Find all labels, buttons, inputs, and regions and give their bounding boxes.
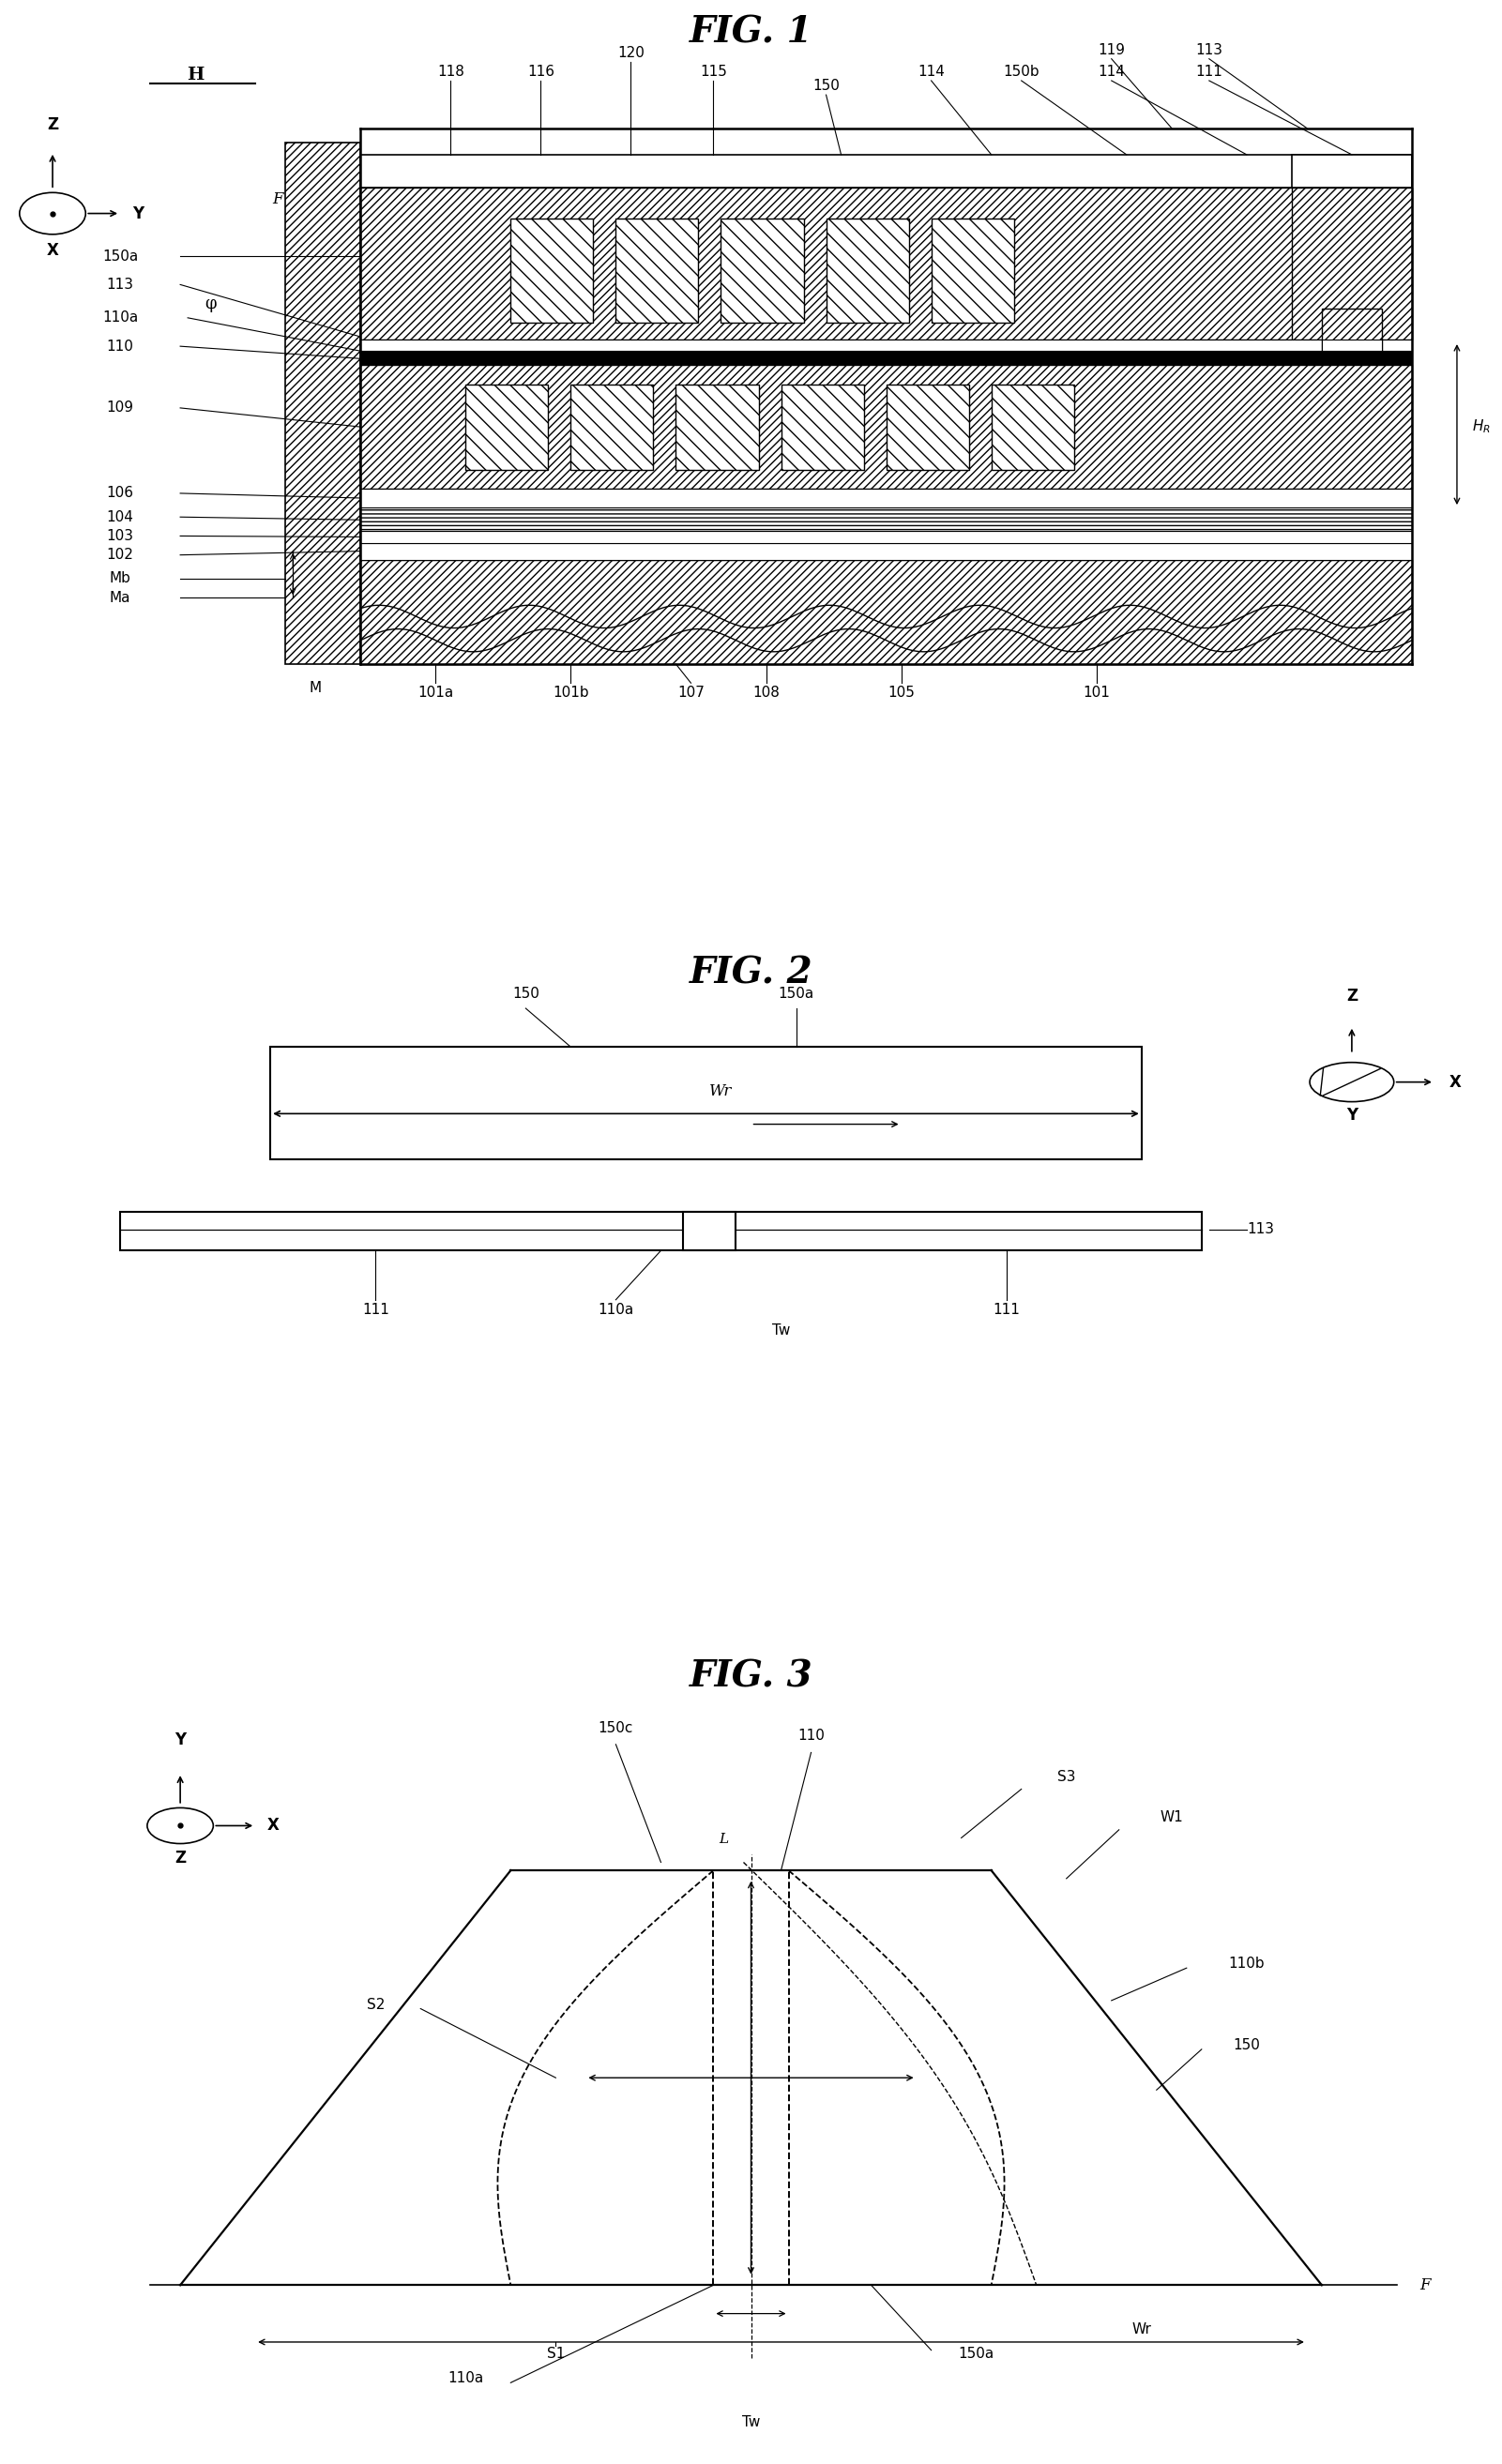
Text: 150: 150 — [813, 79, 840, 94]
Bar — [1292, 187, 1412, 340]
Text: Z: Z — [174, 1850, 186, 1868]
Text: 114: 114 — [918, 64, 945, 79]
Text: 111: 111 — [993, 1303, 1020, 1316]
Bar — [360, 365, 1412, 488]
Text: 113: 113 — [1196, 42, 1223, 57]
Text: 118: 118 — [437, 64, 464, 79]
Text: 108: 108 — [753, 685, 780, 700]
Text: X: X — [267, 1818, 279, 1833]
Text: 107: 107 — [677, 685, 704, 700]
Bar — [466, 384, 548, 471]
Text: L: L — [719, 1833, 728, 1846]
Text: Ma: Ma — [110, 591, 131, 604]
Text: 120: 120 — [617, 47, 644, 59]
Text: S1: S1 — [547, 2348, 565, 2361]
Text: 101a: 101a — [418, 685, 454, 700]
Text: FIG. 1: FIG. 1 — [689, 15, 813, 49]
Text: 150c: 150c — [598, 1720, 634, 1735]
Text: 113: 113 — [1247, 1222, 1274, 1237]
Text: φ: φ — [204, 296, 216, 313]
Bar — [270, 1047, 1142, 1158]
Bar — [931, 219, 1014, 323]
Text: Tw: Tw — [772, 1323, 790, 1338]
Text: 150a: 150a — [102, 249, 138, 264]
Text: 106: 106 — [107, 485, 134, 500]
Bar — [683, 1212, 736, 1252]
Text: 109: 109 — [107, 402, 134, 414]
Bar — [571, 384, 653, 471]
Bar — [721, 219, 804, 323]
Text: 102: 102 — [107, 547, 134, 562]
Text: 101: 101 — [1083, 685, 1110, 700]
Text: 113: 113 — [107, 278, 134, 291]
Text: 150: 150 — [1233, 2038, 1260, 2053]
Bar — [1292, 155, 1412, 187]
Text: 110a: 110a — [102, 310, 138, 325]
Text: 114: 114 — [1098, 64, 1125, 79]
Text: FIG. 2: FIG. 2 — [689, 956, 813, 991]
Bar — [886, 384, 969, 471]
Text: 150a: 150a — [958, 2348, 994, 2361]
Text: 101b: 101b — [553, 685, 589, 700]
Text: 110a: 110a — [598, 1303, 634, 1316]
Bar — [616, 219, 698, 323]
Text: Tw: Tw — [742, 2415, 760, 2430]
Bar — [676, 384, 759, 471]
Bar — [360, 488, 1412, 508]
Bar — [120, 1212, 1202, 1252]
Text: Y: Y — [174, 1732, 186, 1749]
Text: H: H — [186, 67, 204, 84]
Text: 105: 105 — [888, 685, 915, 700]
Bar — [511, 219, 593, 323]
Bar — [360, 532, 1412, 542]
Bar — [991, 384, 1074, 471]
Bar — [1322, 308, 1382, 350]
Text: 110: 110 — [107, 340, 134, 352]
Text: $H_R$: $H_R$ — [1472, 419, 1490, 436]
Text: W1: W1 — [1160, 1811, 1184, 1823]
Bar — [781, 384, 864, 471]
Text: Y: Y — [132, 205, 144, 222]
Text: Z: Z — [47, 116, 59, 133]
Bar — [360, 350, 1412, 365]
Text: Z: Z — [1346, 988, 1358, 1005]
Text: Mb: Mb — [110, 572, 131, 586]
Text: 150: 150 — [512, 986, 539, 1000]
Text: S2: S2 — [366, 1998, 385, 2011]
Text: 111: 111 — [362, 1303, 389, 1316]
Text: 110a: 110a — [448, 2370, 484, 2385]
Bar — [360, 559, 1412, 663]
Bar — [285, 143, 360, 663]
Text: 116: 116 — [527, 64, 554, 79]
Bar — [360, 187, 1412, 340]
Text: FIG. 3: FIG. 3 — [689, 1658, 813, 1695]
Text: Wr: Wr — [1131, 2324, 1152, 2336]
Bar — [1322, 340, 1382, 350]
Text: 119: 119 — [1098, 42, 1125, 57]
Bar — [360, 508, 1412, 532]
Text: 104: 104 — [107, 510, 134, 525]
Text: S3: S3 — [1057, 1769, 1075, 1784]
Bar — [360, 542, 1412, 559]
Bar — [360, 340, 1412, 350]
Text: 150a: 150a — [778, 986, 814, 1000]
Text: F: F — [272, 192, 284, 207]
Text: 150b: 150b — [1003, 64, 1039, 79]
Text: 115: 115 — [700, 64, 727, 79]
Bar — [826, 219, 909, 323]
Text: F: F — [1419, 2277, 1430, 2294]
Text: 103: 103 — [107, 530, 134, 542]
Text: Y: Y — [1346, 1106, 1358, 1124]
Text: 110: 110 — [798, 1730, 825, 1742]
Bar — [360, 155, 1412, 187]
Text: Wr: Wr — [709, 1084, 733, 1099]
Text: M: M — [309, 680, 321, 695]
Text: 110b: 110b — [1229, 1956, 1265, 1971]
Text: X: X — [47, 241, 59, 259]
Text: X: X — [1449, 1074, 1461, 1092]
Text: 111: 111 — [1196, 64, 1223, 79]
